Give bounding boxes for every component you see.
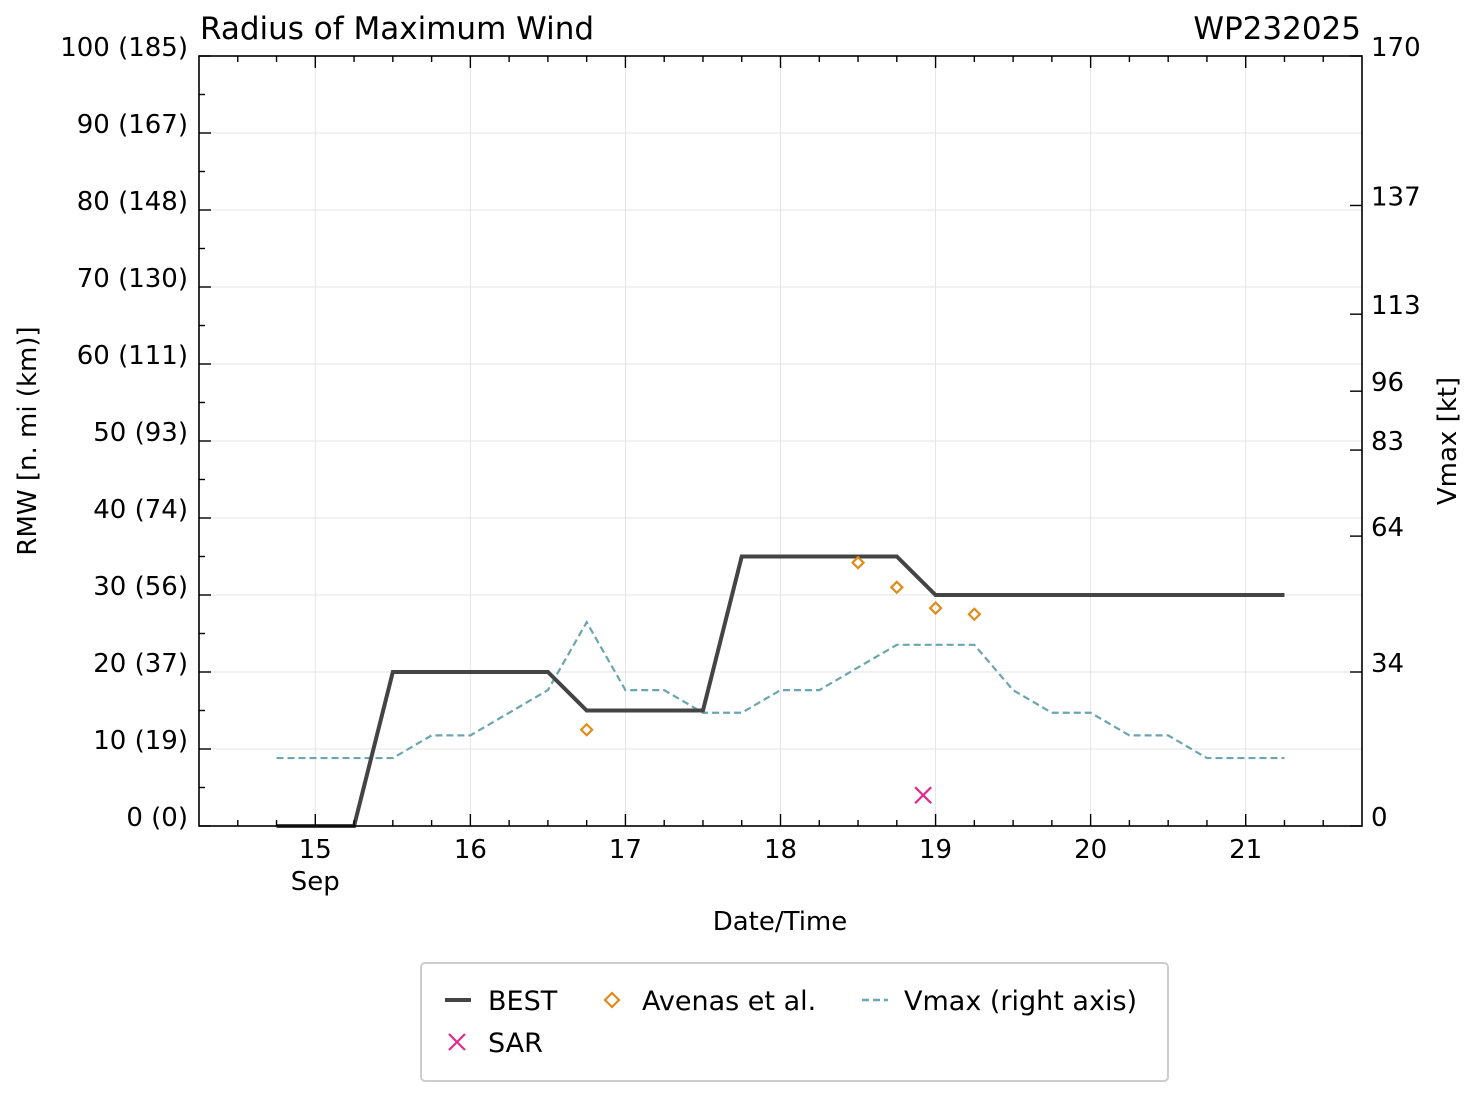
avenas-point: [850, 555, 866, 570]
y2-tick-label: 96: [1371, 368, 1404, 398]
x-tick-sublabel: Sep: [291, 867, 340, 897]
y-tick-label: 50 (93): [93, 418, 188, 448]
y-tick-label: 100 (185): [60, 33, 188, 63]
y-tick-label: 20 (37): [93, 649, 188, 679]
y2-tick-label: 137: [1371, 182, 1421, 212]
y-tick-label: 40 (74): [93, 495, 188, 525]
legend-avenas-label: Avenas et al.: [642, 986, 816, 1017]
y-tick-label: 90 (167): [77, 110, 188, 140]
legend-sar-label: SAR: [488, 1028, 543, 1059]
vmax-line: [276, 619, 1285, 760]
chart-title: Radius of Maximum Wind: [200, 11, 594, 47]
x-tick-label: 21: [1229, 835, 1262, 865]
y2-tick-label: 113: [1371, 291, 1421, 321]
legend-vmax-label: Vmax (right axis): [904, 986, 1137, 1017]
x-tick-label: 19: [919, 835, 952, 865]
y2-tick-label: 170: [1371, 33, 1421, 63]
y-axis-label: RMW [n. mi (km)]: [13, 326, 43, 555]
x-axis-label: Date/Time: [713, 907, 848, 937]
y-tick-label: 30 (56): [93, 572, 188, 602]
x-tick-label: 15: [299, 835, 332, 865]
y-tick-label: 60 (111): [77, 341, 188, 371]
avenas-point: [967, 607, 982, 622]
legend-avenas-swatch: [603, 991, 621, 1009]
x-tick-label: 16: [454, 835, 487, 865]
legend-box: [420, 962, 1169, 1082]
avenas-point: [889, 580, 904, 595]
storm-id: WP232025: [1193, 11, 1361, 47]
axis-ticks: 15 16 17 18 19 20 21 Sep 0 (0) 10 (19) 20 (37) 30 (…: [60, 33, 1420, 897]
x-tick-label: 18: [764, 835, 797, 865]
y-tick-label: 10 (19): [93, 726, 188, 756]
y-tick-label: 80 (148): [77, 187, 188, 217]
y2-tick-label: 64: [1371, 513, 1404, 543]
legend-best-label: BEST: [488, 986, 558, 1017]
best-track-line: [276, 554, 1285, 828]
y-tick-label: 70 (130): [77, 264, 188, 294]
avenas-point: [928, 601, 943, 616]
x-tick-label: 20: [1074, 835, 1107, 865]
x-tick-label: 17: [609, 835, 642, 865]
y2-tick-label: 34: [1371, 649, 1404, 679]
y2-tick-label: 0: [1371, 803, 1388, 833]
sar-point: [914, 786, 932, 804]
avenas-point: [579, 722, 594, 737]
grid-lines: [199, 55, 1362, 827]
series-layer: [276, 554, 1285, 828]
y2-tick-label: 83: [1371, 427, 1404, 457]
y2-axis-label: Vmax [kt]: [1433, 377, 1463, 505]
y-tick-label: 0 (0): [126, 803, 188, 833]
legend: BEST Avenas et al. Vmax (right axis) SAR: [420, 962, 1169, 1082]
legend-sar-swatch: [448, 1033, 466, 1051]
